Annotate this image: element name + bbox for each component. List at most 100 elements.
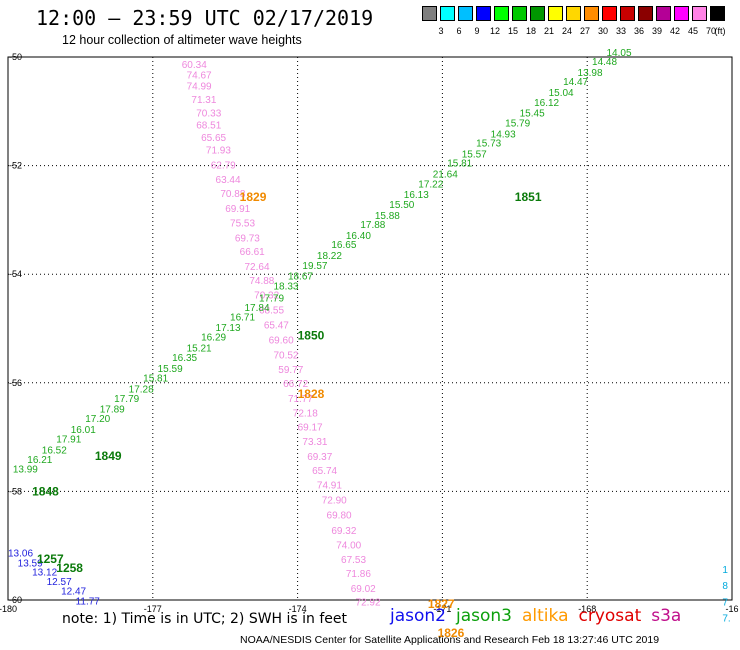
- legend-label: 21: [543, 26, 554, 36]
- wave-height-value: 13.06: [8, 549, 33, 560]
- wave-height-value: 16.21: [27, 455, 52, 466]
- wave-height-value: 72.90: [322, 495, 347, 506]
- legend-label: 36: [633, 26, 644, 36]
- legend-swatch: [548, 6, 563, 21]
- wave-height-value: 15.04: [549, 88, 574, 99]
- pass-time-label: 1829: [240, 190, 267, 204]
- wave-height-value: 15.81: [447, 159, 472, 170]
- wave-height-value: 72.92: [356, 597, 381, 608]
- lat-tick-label: -52: [9, 161, 22, 171]
- page-title: 12:00 – 23:59 UTC 02/17/2019: [36, 6, 374, 30]
- wave-height-value: 1: [722, 565, 728, 576]
- legend-label: 33: [615, 26, 626, 36]
- legend-swatch: [476, 6, 491, 21]
- wave-height-value: 8: [722, 581, 728, 592]
- wave-height-value: 17.79: [114, 394, 139, 405]
- lon-tick-label: -177: [144, 604, 162, 614]
- pass-time-label: 1851: [515, 190, 542, 204]
- wave-height-value: 65.74: [312, 466, 337, 477]
- wave-height-value: 74.88: [249, 276, 274, 287]
- satellite-name: s3a: [651, 606, 682, 626]
- wave-height-value: 16.35: [172, 353, 197, 364]
- legend-label: 3: [438, 26, 444, 36]
- wave-height-value: 69.32: [331, 526, 356, 537]
- wave-height-value: 60.34: [182, 60, 207, 71]
- map-frame: [7, 56, 733, 601]
- wave-height-value: 17.91: [56, 435, 81, 446]
- legend-label: 45: [687, 26, 698, 36]
- satellite-legend: jason2 jason3 altika cryosat s3a: [390, 606, 691, 626]
- lon-tick-label: -180: [0, 604, 17, 614]
- wave-height-value: 17.13: [216, 323, 241, 334]
- wave-height-value: 16.65: [331, 240, 356, 251]
- wave-height-value: 15.88: [375, 211, 400, 222]
- wave-height-value: 15.57: [462, 149, 487, 160]
- wave-height-value: 70.52: [273, 350, 298, 361]
- satellite-name: altika: [522, 606, 569, 626]
- wave-height-value: 70.88: [220, 189, 245, 200]
- wave-height-value: 15.73: [476, 139, 501, 150]
- wave-height-value: 72.18: [293, 408, 318, 419]
- pass-time-label: 1850: [298, 328, 325, 342]
- wave-height-value: 69.73: [235, 234, 260, 245]
- wave-height-value: 67.53: [341, 555, 366, 566]
- wave-height-value: 17.88: [360, 220, 385, 231]
- wave-height-value: 74.99: [187, 82, 212, 93]
- legend-label: 9: [474, 26, 480, 36]
- wave-height-value: 15.50: [389, 200, 414, 211]
- legend-label: 70: [705, 26, 716, 36]
- wave-height-value: 71.77: [288, 394, 313, 405]
- credit-line: NOAA/NESDIS Center for Satellite Applica…: [240, 634, 660, 646]
- page-subtitle: 12 hour collection of altimeter wave hei…: [62, 33, 302, 47]
- legend-label: 42: [669, 26, 680, 36]
- wave-height-value: 15.21: [187, 343, 212, 354]
- legend-swatch: [566, 6, 581, 21]
- legend-swatch: [440, 6, 455, 21]
- legend-label: 39: [651, 26, 662, 36]
- pass-time-label: 1848: [32, 485, 59, 499]
- lat-tick-label: -56: [9, 378, 22, 388]
- satellite-name: cryosat: [578, 606, 642, 626]
- pass-time-label: 1257: [37, 552, 64, 566]
- wave-height-value: 71.93: [206, 146, 231, 157]
- lon-tick-label: -174: [289, 604, 307, 614]
- wave-height-value: 59.77: [278, 365, 303, 376]
- wave-height-value: 70.32: [254, 291, 279, 302]
- wave-height-value: 73.31: [302, 437, 327, 448]
- wave-height-value: 71.31: [191, 95, 216, 106]
- wave-height-value: 16.01: [71, 425, 96, 436]
- legend-label: 12: [489, 26, 500, 36]
- legend-swatch: [692, 6, 707, 21]
- wave-height-value: 17.28: [129, 385, 154, 396]
- pass-time-label: 1828: [298, 387, 325, 401]
- legend-label: 27: [579, 26, 590, 36]
- legend-swatch: [422, 6, 437, 21]
- wave-height-value: 74.00: [336, 540, 361, 551]
- wave-height-value: 11.77: [76, 596, 101, 607]
- lon-tick-label: -168: [578, 604, 596, 614]
- wave-height-value: 17.20: [85, 414, 110, 425]
- wave-height-value: 16.12: [534, 98, 559, 109]
- lon-tick-label: -16: [725, 604, 738, 614]
- wave-height-value: 15.79: [505, 119, 530, 130]
- wave-height-value: 15.45: [520, 109, 545, 120]
- legend-swatch: [494, 6, 509, 21]
- wave-height-value: 13.12: [32, 568, 57, 579]
- wave-height-value: 69.37: [307, 452, 332, 463]
- wave-height-value: 75.53: [230, 218, 255, 229]
- legend-swatch: [530, 6, 545, 21]
- wave-height-value: 16.52: [42, 445, 67, 456]
- wave-height-value: 62.79: [211, 160, 236, 171]
- legend-swatch: [656, 6, 671, 21]
- pass-time-label: 1258: [56, 561, 83, 575]
- wave-height-value: 69.91: [225, 204, 250, 215]
- legend-swatch: [584, 6, 599, 21]
- pass-time-label: 1849: [95, 449, 122, 463]
- wave-height-value: 12.47: [61, 587, 86, 598]
- wave-height-value: 16.40: [346, 231, 371, 242]
- wave-height-value: 14.93: [491, 129, 516, 140]
- wave-height-value: 13.99: [13, 464, 38, 475]
- wave-height-value: 70.33: [196, 109, 221, 120]
- wave-height-value: 14.47: [563, 77, 588, 88]
